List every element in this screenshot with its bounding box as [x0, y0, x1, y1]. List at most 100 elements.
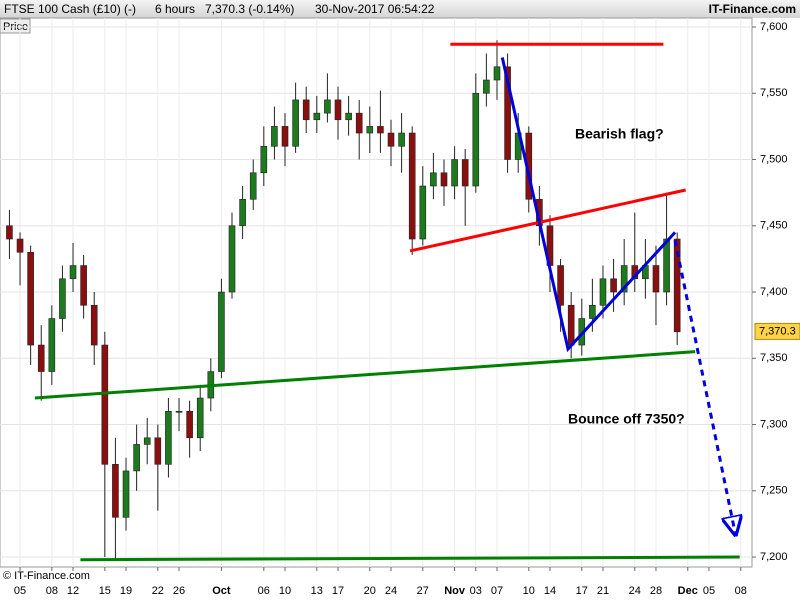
candle-body — [504, 66, 511, 160]
copyright: © IT-Finance.com — [3, 570, 90, 582]
instrument: FTSE 100 Cash (£10) (-) — [4, 2, 136, 16]
candle-body — [451, 159, 458, 187]
candle-body — [313, 112, 321, 121]
candle-body — [154, 437, 162, 465]
candle-body — [324, 99, 331, 114]
candle-body — [27, 251, 34, 346]
candle-body — [133, 444, 140, 472]
candle-body — [493, 66, 501, 81]
x-tick-label: 26 — [173, 585, 185, 597]
x-tick-label: 05 — [703, 585, 715, 597]
source: IT-Finance.com — [709, 2, 796, 16]
x-tick-label: 20 — [364, 585, 376, 597]
header-bar — [0, 0, 800, 18]
candle-body — [292, 99, 299, 147]
interval: 6 hours — [155, 2, 195, 16]
candle-body — [366, 126, 374, 134]
x-tick-label: Dec — [678, 585, 698, 597]
x-tick-label: 15 — [99, 585, 111, 597]
x-tick-label: 13 — [311, 585, 323, 597]
candle-body — [175, 410, 183, 413]
x-tick-label: 08 — [735, 585, 747, 597]
x-tick-label: Nov — [444, 585, 466, 597]
candle-body — [387, 132, 395, 147]
x-tick-label: 14 — [544, 585, 556, 597]
candle-body — [59, 278, 66, 319]
y-tick-label: 7,500 — [760, 153, 788, 165]
y-tick-label: 7,400 — [760, 286, 788, 298]
candle-body — [567, 304, 575, 346]
plot — [0, 18, 752, 567]
y-tick-label: 7,350 — [760, 352, 788, 364]
x-tick-label: 22 — [152, 585, 164, 597]
candle-body — [302, 99, 310, 121]
x-tick-label: 10 — [523, 585, 535, 597]
candle-body — [483, 79, 490, 94]
x-tick-label: 03 — [470, 585, 482, 597]
candle-body — [165, 410, 172, 465]
trend-line — [409, 188, 686, 253]
x-tick-label: 24 — [385, 585, 397, 597]
candle-body — [6, 225, 13, 240]
candle-body — [228, 225, 236, 293]
candle-body — [271, 126, 278, 147]
candle-body — [218, 291, 225, 372]
candle-body — [652, 265, 660, 293]
y-tick-label: 7,250 — [760, 485, 788, 497]
candle-body — [90, 304, 98, 346]
candle-body — [37, 344, 45, 372]
candle-body — [334, 99, 342, 121]
price-change: 7,370.3 (-0.14%) — [205, 2, 294, 16]
candle-body — [196, 397, 204, 439]
candle-body — [69, 265, 77, 280]
x-tick-label: Oct — [212, 585, 231, 597]
x-tick-label: 05 — [14, 585, 26, 597]
trend-line — [500, 57, 677, 353]
candle-body — [355, 112, 363, 134]
candle-body — [589, 304, 596, 319]
candle-body — [122, 470, 130, 518]
candle-body — [281, 126, 289, 147]
candle-body — [663, 238, 670, 293]
x-tick-label: 21 — [597, 585, 609, 597]
x-tick-label: 24 — [629, 585, 641, 597]
candle-body — [101, 344, 109, 465]
candle-body — [673, 238, 681, 333]
candle-body — [408, 132, 416, 240]
candle-body — [599, 278, 607, 306]
candle-body — [377, 126, 384, 134]
x-tick-label: 06 — [258, 585, 270, 597]
trend-line — [34, 350, 696, 400]
candle-body — [610, 278, 617, 293]
trend-line — [80, 555, 740, 562]
x-tick-label: 19 — [120, 585, 132, 597]
annotation: Bounce off 7350? — [568, 411, 685, 427]
candle-body — [249, 172, 257, 200]
candle-body — [48, 318, 56, 372]
candle-body — [472, 92, 480, 187]
x-tick-label: 28 — [650, 585, 662, 597]
candle-body — [440, 172, 448, 187]
candle-body — [112, 464, 119, 518]
x-tick-label: 12 — [67, 585, 79, 597]
candle-body — [239, 198, 246, 227]
candle-body — [143, 437, 151, 445]
candle-body — [430, 172, 437, 187]
candle-body — [419, 185, 427, 240]
y-label-box — [0, 18, 31, 34]
x-tick-label: 27 — [417, 585, 429, 597]
candle-body — [186, 410, 193, 439]
y-tick-label: 7,300 — [760, 418, 788, 430]
x-tick-label: 17 — [576, 585, 588, 597]
last-price-label: 7,370.3 — [759, 325, 796, 337]
y-tick-label: 7,450 — [760, 220, 788, 232]
x-tick-label: 10 — [279, 585, 291, 597]
x-tick-label: 08 — [46, 585, 58, 597]
x-tick-label: 17 — [332, 585, 344, 597]
candle-body — [345, 112, 352, 121]
candle-body — [398, 132, 405, 147]
candle-body — [80, 265, 87, 306]
candle-body — [620, 265, 628, 293]
annotation: Bearish flag? — [575, 126, 664, 142]
